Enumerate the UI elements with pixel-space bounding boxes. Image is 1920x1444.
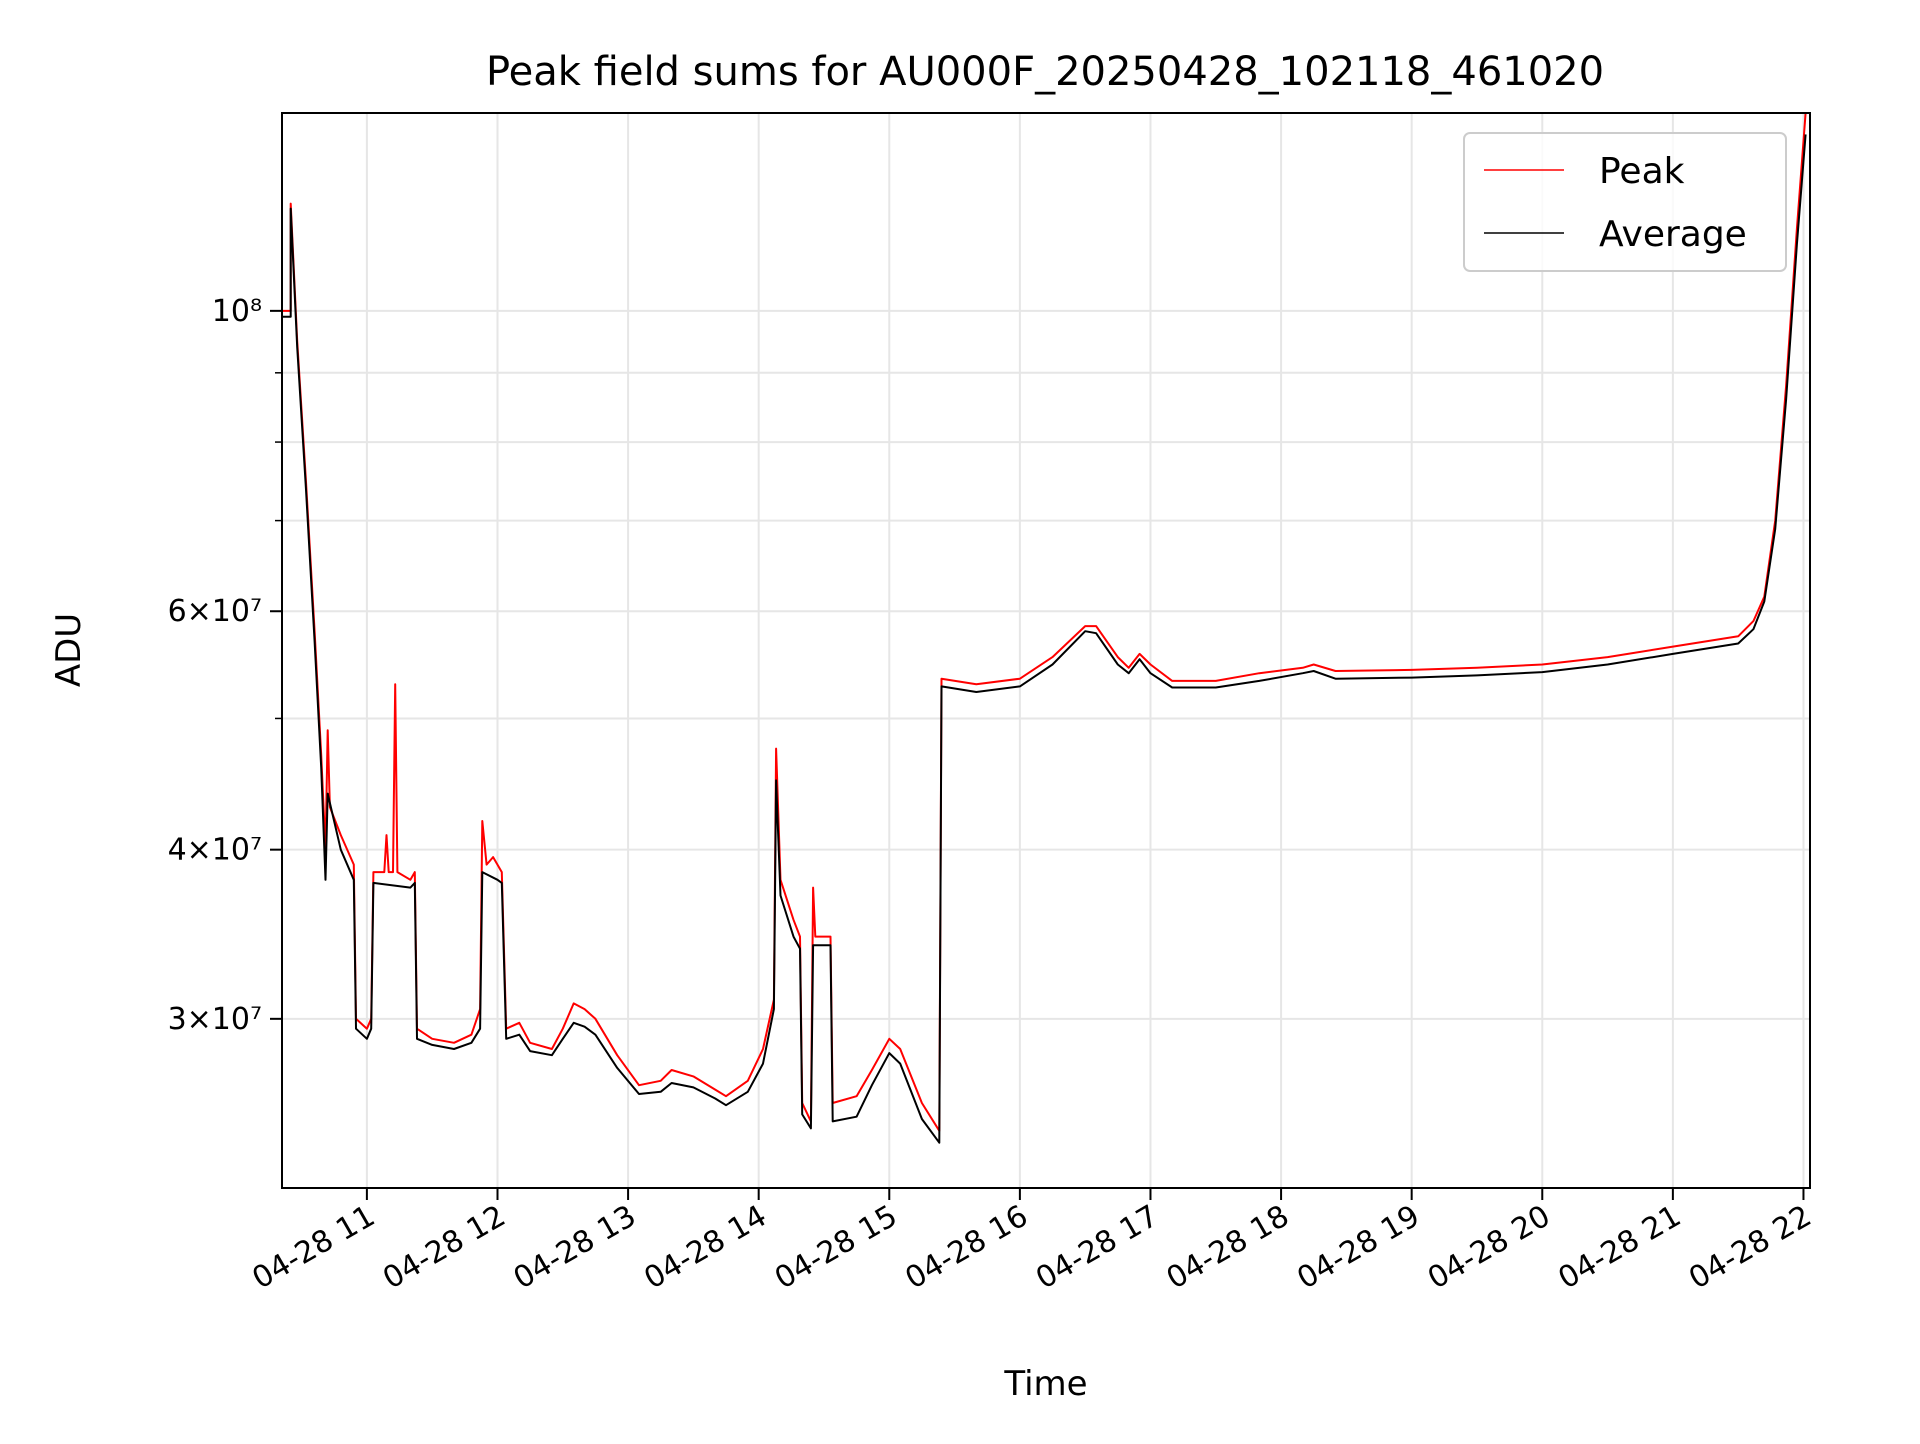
x-axis-label: Time [1003,1364,1087,1404]
chart-title: Peak field sums for AU000F_20250428_1021… [486,49,1604,95]
legend-label-peak: Peak [1599,151,1685,192]
y-tick-label: 10⁸ [212,294,262,329]
y-tick-label: 6×10⁷ [168,594,262,629]
plot-frame [281,112,1811,1189]
y-tick-label: 3×10⁷ [168,1002,262,1037]
grid-layer [282,113,1810,1188]
y-tick-label: 4×10⁷ [168,833,262,868]
series-line-average [282,134,1807,1144]
series-layer [282,113,1807,1144]
legend-box [1463,132,1787,272]
series-line-peak [282,113,1807,1132]
legend-label-average: Average [1599,214,1747,255]
y-axis-label: ADU [49,613,89,687]
legend: Peak Average [1463,132,1787,272]
